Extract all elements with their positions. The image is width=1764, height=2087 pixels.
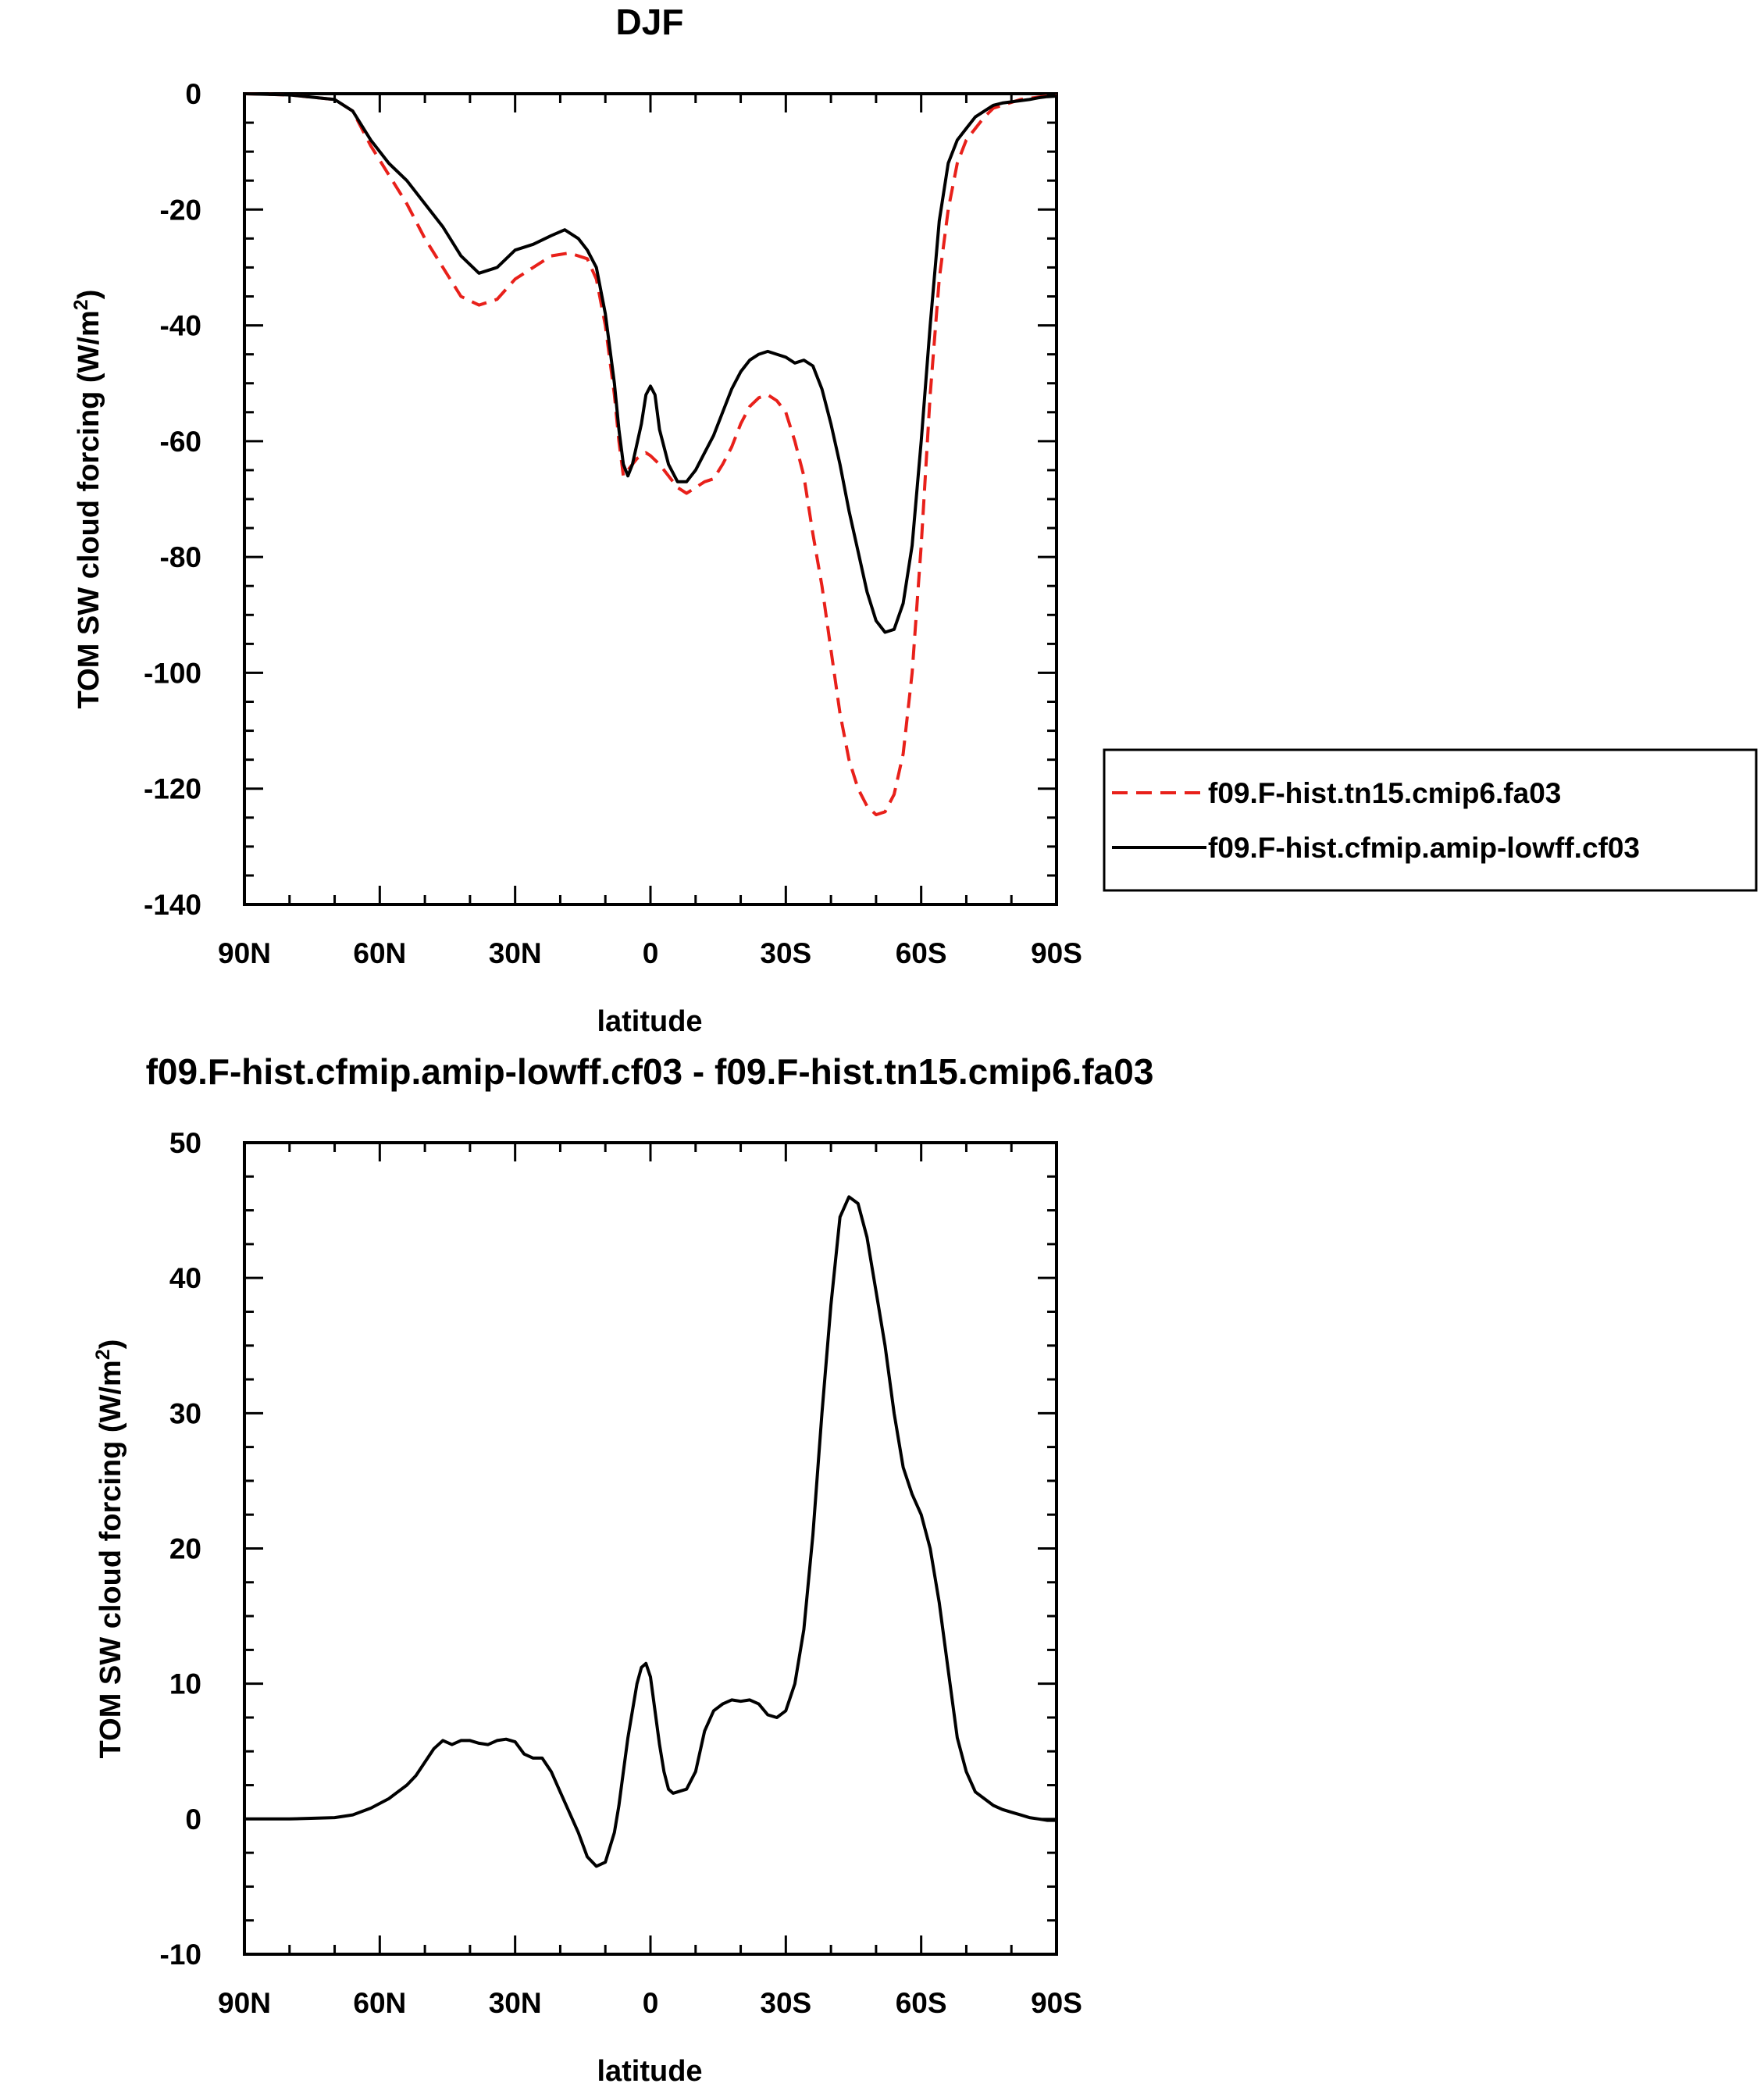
x-tick-label: 60S	[896, 937, 947, 969]
y-tick-label: 50	[169, 1127, 201, 1159]
series-line-2	[244, 92, 1057, 634]
x-tick-label: 30S	[760, 1987, 811, 2019]
x-tick-label: 0	[643, 937, 659, 969]
bottom-panel: f09.F-hist.cfmip.amip-lowff.cf03 - f09.F…	[92, 1051, 1153, 2087]
top-x-axis-label: latitude	[597, 1005, 702, 1038]
x-tick-label: 60N	[353, 1987, 406, 2019]
legend-label-fa03: f09.F-hist.tn15.cmip6.fa03	[1208, 777, 1561, 809]
bottom-series-lines	[244, 1195, 1057, 1868]
y-tick-label: -100	[144, 657, 201, 689]
x-tick-label: 90N	[218, 937, 271, 969]
top-plot-frame	[243, 92, 1058, 906]
series-line-1	[244, 92, 1057, 817]
x-tick-label: 30N	[489, 937, 542, 969]
legend-box	[1103, 748, 1758, 892]
x-tick-label: 60N	[353, 937, 406, 969]
y-tick-label: -80	[160, 541, 201, 573]
x-tick-label: 60S	[896, 1987, 947, 2019]
x-tick-label: 30N	[489, 1987, 542, 2019]
top-tick-marks	[243, 92, 1058, 906]
bottom-panel-title: f09.F-hist.cfmip.amip-lowff.cf03 - f09.F…	[146, 1051, 1154, 1092]
top-y-axis-label: TOM SW cloud forcing (W/m2)	[70, 290, 105, 709]
y-tick-label: -60	[160, 426, 201, 458]
series-line-1	[244, 1195, 1057, 1868]
y-tick-label: -120	[144, 773, 201, 805]
y-tick-label: 40	[169, 1262, 201, 1294]
bottom-y-tick-labels: 50 40 30 20 10 0 -10	[160, 1127, 201, 1971]
top-series-lines	[244, 92, 1057, 817]
x-tick-label: 30S	[760, 937, 811, 969]
x-tick-label: 0	[643, 1987, 659, 2019]
top-panel-title: DJF	[616, 2, 684, 42]
y-tick-label: 0	[185, 1803, 201, 1835]
x-tick-label: 90S	[1031, 1987, 1082, 2019]
top-x-tick-labels: 90N 60N 30N 0 30S 60S 90S	[218, 937, 1082, 969]
legend-label-cf03: f09.F-hist.cfmip.amip-lowff.cf03	[1208, 832, 1640, 864]
y-tick-label: -10	[160, 1939, 201, 1971]
bottom-tick-marks	[243, 1141, 1058, 1956]
y-tick-label: 10	[169, 1668, 201, 1700]
x-tick-label: 90S	[1031, 937, 1082, 969]
bottom-x-tick-labels: 90N 60N 30N 0 30S 60S 90S	[218, 1987, 1082, 2019]
legend: f09.F-hist.tn15.cmip6.fa03 f09.F-hist.cf…	[1103, 748, 1758, 892]
y-tick-label: 30	[169, 1397, 201, 1429]
x-tick-label: 90N	[218, 1987, 271, 2019]
bottom-y-axis-label: TOM SW cloud forcing (W/m2)	[92, 1340, 127, 1759]
y-tick-label: -40	[160, 310, 201, 342]
y-tick-label: 0	[185, 78, 201, 110]
y-tick-label: 20	[169, 1533, 201, 1565]
bottom-plot-frame	[243, 1141, 1058, 1956]
bottom-x-axis-label: latitude	[597, 2055, 702, 2087]
top-panel: DJF 0 -20 -40 -60 -80 -100 -120 -140 90N 60N 30N 0…	[70, 2, 1758, 1038]
y-tick-label: -20	[160, 194, 201, 226]
y-tick-label: -140	[144, 889, 201, 921]
top-y-tick-labels: 0 -20 -40 -60 -80 -100 -120 -140	[144, 78, 201, 921]
